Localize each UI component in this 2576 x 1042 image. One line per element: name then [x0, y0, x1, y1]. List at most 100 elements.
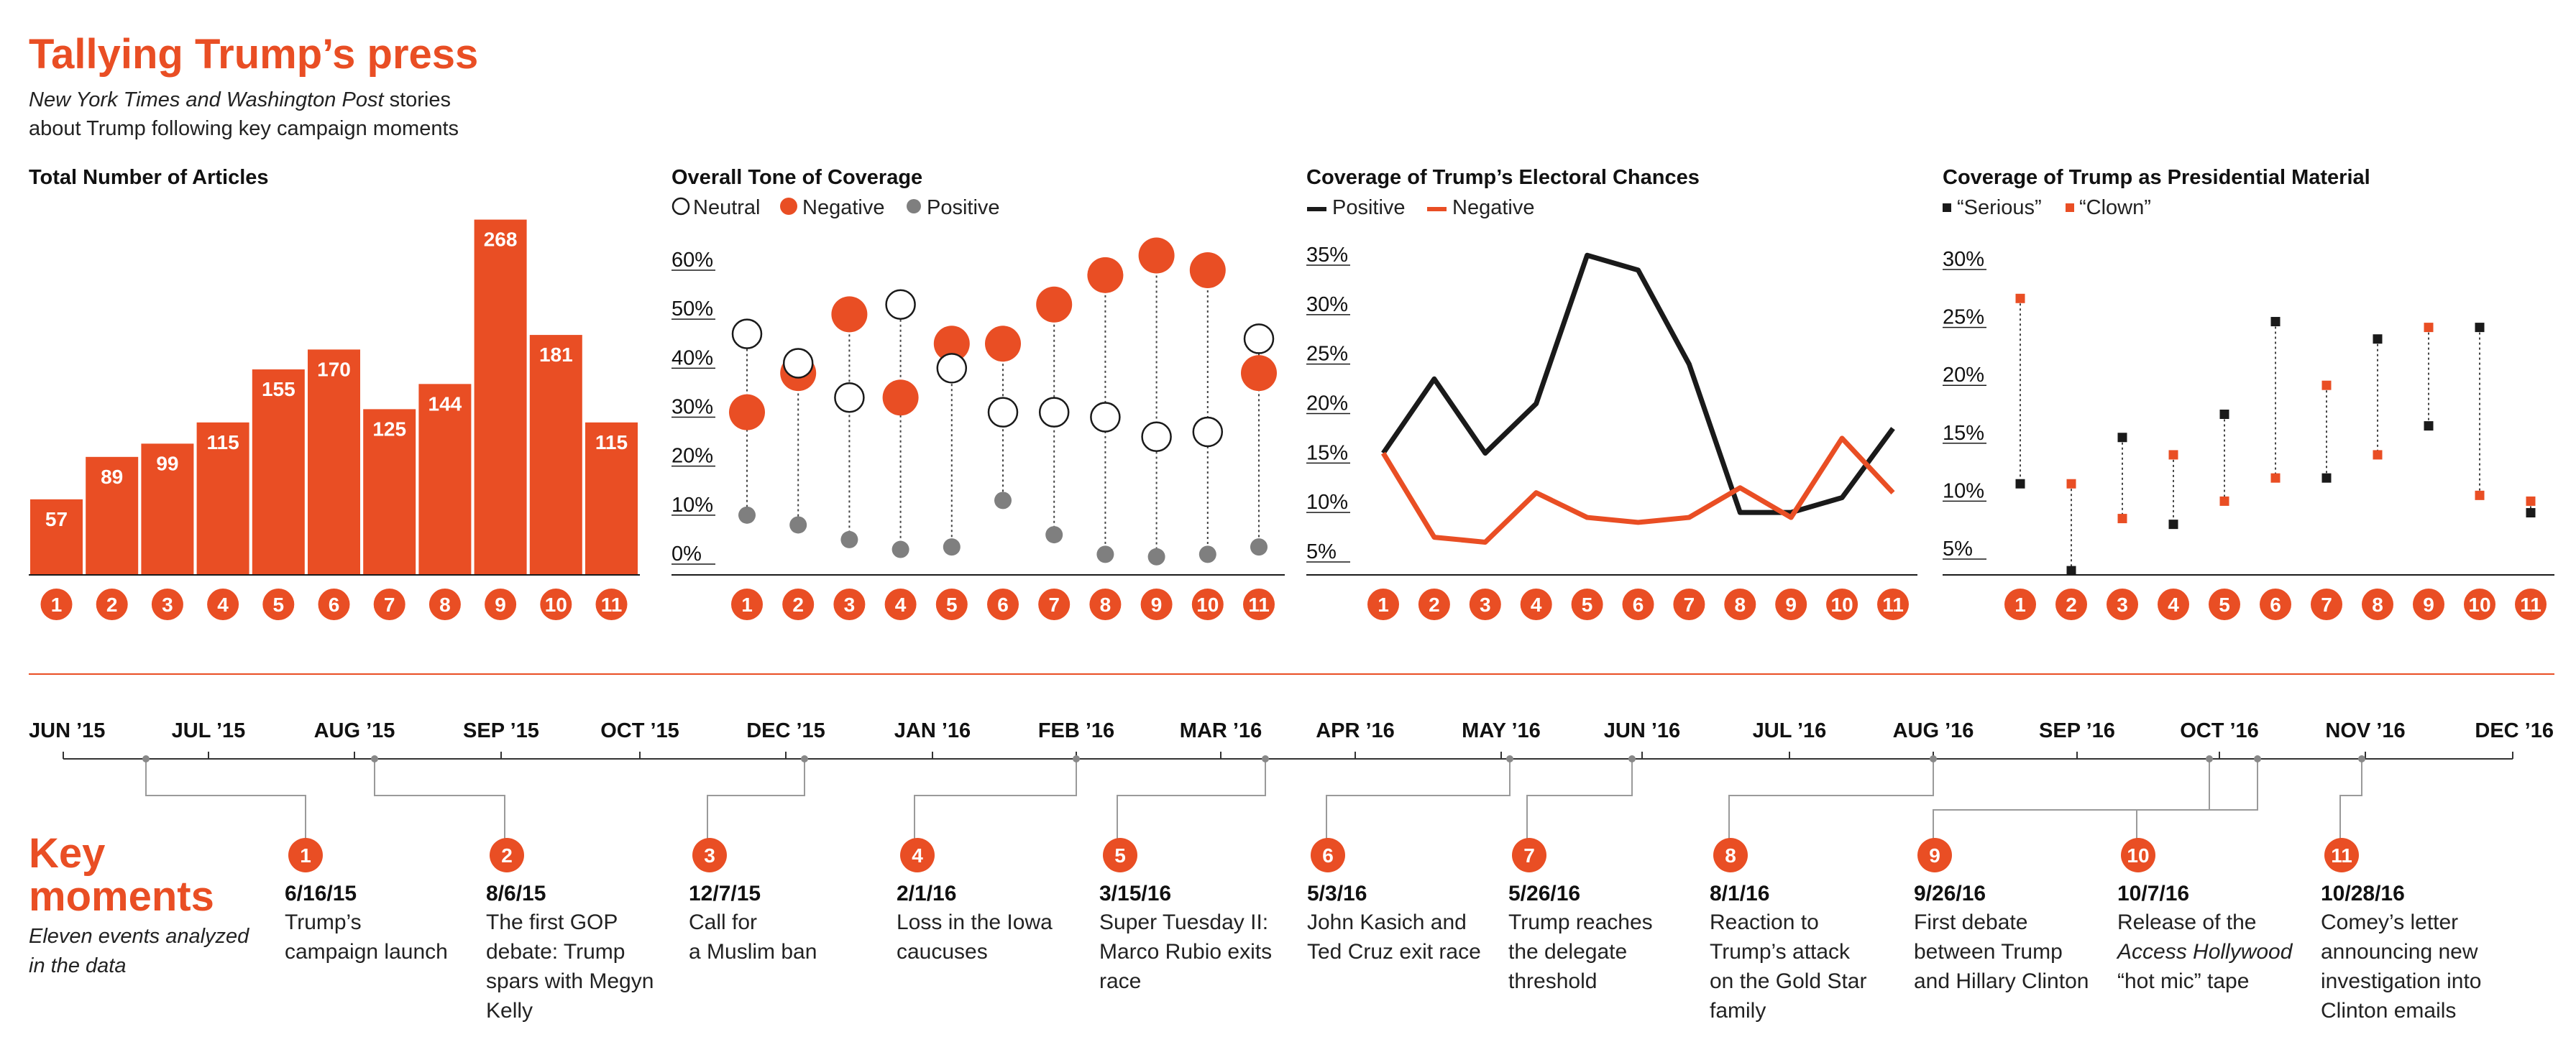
presidential-legend: “Serious” “Clown”: [1943, 196, 2151, 219]
bar-value-label-11: 115: [595, 431, 628, 453]
timeline-connector-11: [2339, 759, 2362, 841]
subtitle-rest: stories: [384, 88, 451, 111]
legend-neutral-label: Neutral: [693, 196, 761, 219]
chances-number-label-2: 2: [1429, 594, 1440, 616]
pres-number-label-7: 7: [2321, 594, 2332, 616]
bar-number-badge-8: [428, 589, 461, 620]
tone-ytick-label: 30%: [671, 396, 713, 419]
bar-number-label-5: 5: [273, 594, 285, 616]
tone-negative-dot-4: [882, 379, 919, 416]
bar-3: [141, 443, 194, 575]
key-moment-description-line: Release of the: [2117, 910, 2256, 934]
bar-number-badge-4: [207, 589, 239, 620]
bar-number-badge-3: [151, 589, 183, 620]
page-subtitle-line2: about Trump following key campaign momen…: [29, 117, 459, 140]
pres-number-label-6: 6: [2270, 594, 2281, 616]
timeline-event-dot-2: [371, 755, 378, 762]
tone-number-badge-2: [782, 589, 815, 620]
pres-number-badge-5: [2209, 589, 2240, 620]
chances-number-badge-6: [1622, 589, 1654, 620]
pres-serious-marker-11: [2526, 508, 2536, 518]
legend-clown-label: “Clown”: [2079, 196, 2151, 219]
pres-clown-marker-2: [2066, 479, 2076, 489]
bar-9: [474, 219, 527, 575]
key-moment-badge-9: [1917, 838, 1952, 872]
chances-chart-title: Coverage of Trump’s Electoral Chances: [1306, 166, 1700, 189]
timeline-event-dot-6: [1506, 755, 1513, 762]
key-moment-description-line: a Muslim ban: [689, 940, 817, 964]
bar-value-label-2: 89: [101, 466, 123, 488]
bar-value-label-7: 125: [372, 418, 406, 440]
pres-clown-marker-10: [2475, 490, 2485, 500]
chances-number-badge-4: [1520, 589, 1552, 620]
pres-serious-marker-3: [2117, 433, 2127, 443]
pres-clown-marker-1: [2015, 293, 2025, 303]
chances-number-badge-9: [1775, 589, 1807, 620]
key-moment-badge-8: [1713, 838, 1748, 872]
chances-ytick-label: 20%: [1306, 392, 1348, 415]
key-moment-description-line: Call for: [689, 910, 757, 934]
pres-serious-marker-4: [2168, 520, 2178, 530]
bar-number-badge-10: [540, 589, 572, 620]
timeline-event-dot-5: [1262, 755, 1269, 762]
bar-4: [196, 422, 249, 575]
timeline-month-label: OCT ’16: [2180, 719, 2259, 742]
key-moment-date-11: 10/28/16: [2321, 882, 2405, 905]
chances-ytick-label: 15%: [1306, 441, 1348, 464]
key-moment-description-line: campaign launch: [285, 940, 448, 964]
tone-number-label-11: 11: [1248, 594, 1270, 616]
timeline-month-label: NOV ’16: [2325, 719, 2405, 742]
pres-number-badge-3: [2107, 589, 2138, 620]
timeline-month-label: SEP ’15: [463, 719, 539, 742]
timeline-month-label: JAN ’16: [894, 719, 971, 742]
pres-serious-marker-10: [2475, 323, 2485, 333]
timeline-event-dot-1: [142, 755, 150, 762]
chances-number-badge-5: [1571, 589, 1603, 620]
tone-ytick-label: 0%: [671, 543, 702, 566]
tone-neutral-dot-10: [1192, 416, 1224, 448]
key-moments-heading-line2: moments: [29, 873, 214, 920]
bar-value-label-3: 99: [156, 452, 178, 474]
bar-number-badge-1: [40, 589, 73, 620]
tone-neutral-dot-7: [1038, 397, 1070, 428]
bar-value-label-8: 144: [428, 392, 462, 415]
tone-number-label-3: 3: [844, 594, 856, 616]
bar-value-label-10: 181: [539, 344, 573, 366]
pres-serious-marker-8: [2373, 334, 2383, 344]
pres-number-label-8: 8: [2372, 594, 2383, 616]
pres-ytick-label: 20%: [1943, 364, 1984, 387]
tone-number-label-2: 2: [792, 594, 804, 616]
chances-number-badge-3: [1469, 589, 1501, 620]
key-moment-item-4: 4 2/1/16 Loss in the Iowa caucuses: [897, 838, 1053, 964]
key-moment-date-7: 5/26/16: [1508, 882, 1580, 905]
key-moment-description-line: and Hillary Clinton: [1914, 969, 2089, 993]
bar-number-badge-2: [96, 589, 128, 620]
key-moment-description-line: between Trump: [1914, 940, 2063, 964]
bar-value-label-5: 155: [262, 378, 295, 400]
tone-neutral-dot-1: [731, 318, 763, 349]
chances-number-badge-1: [1367, 589, 1399, 620]
bar-number-badge-9: [485, 589, 517, 620]
timeline-month-label: SEP ’16: [2039, 719, 2115, 742]
tone-negative-dot-8: [1087, 257, 1124, 293]
tone-negative-dot-7: [1036, 286, 1073, 323]
tone-positive-dot-2: [789, 516, 807, 534]
key-moment-description-line: family: [1710, 999, 1766, 1023]
timeline-event-dot-10: [2254, 755, 2261, 762]
key-moment-item-5: 5 3/15/16 Super Tuesday II: Marco Rubio exi…: [1099, 838, 1272, 993]
bar-11: [585, 422, 638, 575]
bar-number-label-10: 10: [545, 594, 567, 616]
bar-8: [418, 384, 472, 575]
legend-negative-label: Negative: [802, 196, 884, 219]
chances-chart: 5% 10% 15% 20% 25% 30% 35% 1 2 3 4 5 6 7 8 9 10 11: [1306, 244, 1917, 620]
key-moment-badge-label-3: 3: [704, 844, 715, 867]
timeline: JUN ’15 JUL ’15 AUG ’15 SEP ’15 OCT ’15 DEC ’…: [29, 719, 2554, 841]
bar-number-badge-7: [373, 589, 405, 620]
pres-ytick-label: 15%: [1943, 422, 1984, 445]
chances-number-badge-11: [1877, 589, 1909, 620]
key-moment-description-line: Access Hollywood: [2116, 940, 2293, 964]
pres-serious-marker-6: [2270, 317, 2281, 327]
tone-number-badge-4: [884, 589, 917, 620]
pres-number-label-5: 5: [2219, 594, 2230, 616]
